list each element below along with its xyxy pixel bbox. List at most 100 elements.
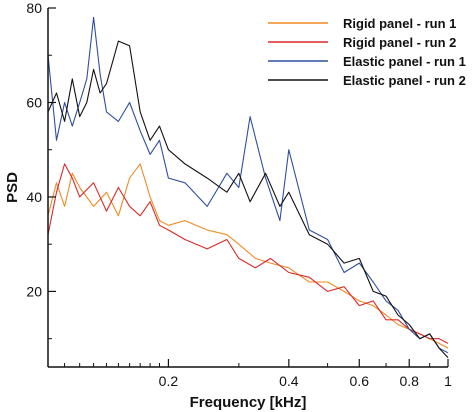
series-4-point [184, 163, 185, 164]
series-1-point [150, 196, 151, 197]
series-2-point [79, 196, 80, 197]
series-4-point [64, 121, 65, 122]
series-3-point [72, 126, 73, 127]
series-2-point [238, 258, 239, 259]
series-2-point [255, 267, 256, 268]
series-3-point [265, 178, 266, 179]
series-1-point [207, 229, 208, 230]
series-2-point [64, 163, 65, 164]
series-3-point [327, 239, 328, 240]
x-tick-label: 1 [444, 373, 452, 389]
series-3-point [359, 263, 360, 264]
series-3-point [184, 182, 185, 183]
legend-label: Elastic panel - run 1 [343, 54, 466, 69]
series-4-point [385, 296, 386, 297]
series-3-point [238, 187, 239, 188]
series-2-point [429, 338, 430, 339]
series-line-4 [47, 40, 449, 358]
series-1-point [288, 267, 289, 268]
series-2-point [373, 300, 374, 301]
series-2-point [226, 239, 227, 240]
series-2-point [447, 343, 448, 344]
x-tick-label: 0.8 [400, 373, 420, 389]
series-line-2 [47, 163, 449, 344]
series-2-point [344, 286, 345, 287]
series-3-point [226, 173, 227, 174]
series-4-point [397, 314, 398, 315]
series-line-3 [47, 16, 449, 354]
legend-label: Rigid panel - run 1 [343, 16, 456, 31]
series-1-point [255, 258, 256, 259]
series-1-point [168, 225, 169, 226]
series-4-point [226, 192, 227, 193]
series-4-point [265, 173, 266, 174]
series-1-point [93, 206, 94, 207]
series-1-point [64, 206, 65, 207]
series-2-point [385, 319, 386, 320]
series-2-point [439, 338, 440, 339]
series-4-point [238, 173, 239, 174]
series-4-point [72, 78, 73, 79]
series-4-point [279, 206, 280, 207]
x-tick-label: 0.2 [159, 373, 179, 389]
series-2-point [56, 192, 57, 193]
series-1-point [184, 220, 185, 221]
series-4-point [373, 291, 374, 292]
series-4-point [100, 92, 101, 93]
series-3-point [288, 149, 289, 150]
legend-label: Elastic panel - run 2 [343, 73, 466, 88]
series-4-point [118, 41, 119, 42]
series-2-point [270, 258, 271, 259]
series-1-point [118, 215, 119, 216]
series-4-point [129, 45, 130, 46]
series-4-point [439, 348, 440, 349]
y-tick-label: 60 [26, 94, 42, 110]
series-3-point [168, 178, 169, 179]
series-1-point [270, 263, 271, 264]
series-1-point [140, 163, 141, 164]
series-4-point [429, 333, 430, 334]
series-3-point [93, 17, 94, 18]
series-1-point [373, 305, 374, 306]
series-2-point [168, 229, 169, 230]
series-1-point [397, 324, 398, 325]
series-4-point [419, 338, 420, 339]
y-axis-title: PSD [4, 172, 21, 203]
series-2-point [140, 215, 141, 216]
x-tick-label: 0.4 [279, 373, 299, 389]
series-4-point [359, 258, 360, 259]
legend-label: Rigid panel - run 2 [343, 35, 456, 50]
series-2-point [106, 211, 107, 212]
series-4-point [140, 111, 141, 112]
series-2-point [159, 225, 160, 226]
series-3-point [385, 300, 386, 301]
series-3-point [409, 329, 410, 330]
series-4-point [168, 149, 169, 150]
series-3-point [447, 352, 448, 353]
series-4-point [207, 178, 208, 179]
series-3-point [118, 121, 119, 122]
series-2-point [118, 187, 119, 188]
series-3-point [140, 130, 141, 131]
series-4-point [409, 324, 410, 325]
series-4-point [150, 140, 151, 141]
series-4-point [250, 201, 251, 202]
series-3-point [129, 102, 130, 103]
series-2-point [359, 305, 360, 306]
series-3-point [159, 140, 160, 141]
series-1-point [159, 220, 160, 221]
series-4-point [327, 244, 328, 245]
series-4-point [106, 83, 107, 84]
series-1-point [439, 343, 440, 344]
series-4-point [86, 102, 87, 103]
series-1-point [344, 291, 345, 292]
series-1-point [327, 281, 328, 282]
series-1-point [79, 187, 80, 188]
series-2-point [397, 319, 398, 320]
series-4-point [159, 126, 160, 127]
series-4-point [56, 92, 57, 93]
series-3-point [64, 102, 65, 103]
series-3-point [106, 111, 107, 112]
series-1-point [385, 314, 386, 315]
series-1-point [56, 182, 57, 183]
